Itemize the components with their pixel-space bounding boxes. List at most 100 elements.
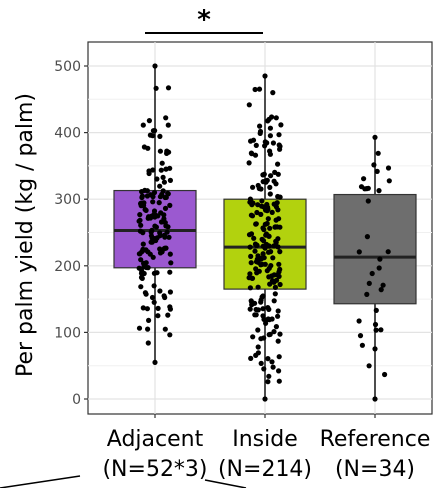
data-point xyxy=(266,373,272,379)
data-point xyxy=(157,250,164,256)
x-category-label: Adjacent xyxy=(107,427,204,452)
data-point xyxy=(247,244,253,250)
x-category-label: Inside xyxy=(232,427,298,452)
data-point xyxy=(162,245,168,251)
data-point xyxy=(364,234,370,240)
data-point xyxy=(248,253,254,259)
data-point xyxy=(276,354,282,360)
data-point xyxy=(253,259,260,265)
data-point xyxy=(373,307,379,313)
data-point xyxy=(152,359,158,365)
data-point xyxy=(167,202,173,208)
data-point xyxy=(154,176,160,182)
data-point xyxy=(382,371,388,378)
data-point xyxy=(278,122,284,128)
data-point xyxy=(141,144,147,150)
data-point xyxy=(247,285,253,291)
data-point xyxy=(162,234,168,240)
data-point xyxy=(253,312,259,318)
data-point xyxy=(261,255,267,261)
data-point xyxy=(258,360,264,366)
data-point xyxy=(258,336,264,342)
data-point xyxy=(249,213,256,219)
data-point xyxy=(271,178,277,184)
data-point xyxy=(265,356,271,362)
data-point xyxy=(149,192,155,198)
data-point xyxy=(164,148,170,154)
data-point xyxy=(271,243,277,249)
data-point xyxy=(276,132,282,138)
data-point xyxy=(259,261,265,267)
data-point xyxy=(276,378,282,384)
data-point xyxy=(144,306,150,312)
data-point xyxy=(372,346,378,352)
data-point xyxy=(366,280,372,286)
data-point xyxy=(277,331,283,337)
data-point xyxy=(378,327,384,333)
data-point xyxy=(254,209,260,216)
data-point xyxy=(372,134,378,140)
data-point xyxy=(156,200,162,206)
data-point xyxy=(373,327,379,333)
data-point xyxy=(376,188,382,194)
data-point xyxy=(162,205,169,211)
data-point xyxy=(262,73,268,79)
data-point xyxy=(140,241,146,247)
data-point xyxy=(263,231,269,237)
data-point xyxy=(165,122,171,128)
data-point xyxy=(162,326,168,332)
data-point xyxy=(255,202,261,208)
data-point xyxy=(248,355,254,361)
data-point xyxy=(372,396,378,402)
data-point xyxy=(138,222,144,228)
data-point xyxy=(161,212,167,218)
data-point xyxy=(267,191,273,197)
data-point xyxy=(260,243,266,249)
data-point xyxy=(252,300,258,306)
data-point xyxy=(252,248,258,254)
data-point xyxy=(146,170,152,177)
data-point xyxy=(248,150,254,156)
data-point xyxy=(273,217,279,223)
data-point xyxy=(260,225,266,231)
data-point xyxy=(385,249,391,255)
data-point xyxy=(137,228,143,234)
data-point xyxy=(271,298,277,304)
data-point xyxy=(157,183,163,189)
data-point xyxy=(273,115,279,121)
y-tick-label: 100 xyxy=(54,325,81,341)
data-point xyxy=(136,325,143,331)
data-point xyxy=(141,260,147,266)
data-point xyxy=(261,366,267,372)
callout-line-middle xyxy=(204,479,247,488)
data-point xyxy=(165,312,171,318)
data-point xyxy=(157,288,163,294)
x-category-n-label: (N=34) xyxy=(335,457,415,482)
data-point xyxy=(267,133,273,139)
data-point xyxy=(254,243,260,249)
data-point xyxy=(137,251,143,257)
data-point xyxy=(167,251,173,257)
data-point xyxy=(357,333,364,339)
data-point xyxy=(263,206,269,212)
data-point xyxy=(168,260,174,266)
data-point xyxy=(255,307,261,313)
data-point xyxy=(258,186,264,192)
data-point xyxy=(386,178,392,184)
data-point xyxy=(246,275,252,281)
data-point xyxy=(155,305,161,311)
data-point xyxy=(262,139,268,145)
data-point xyxy=(356,318,362,324)
data-point xyxy=(378,287,384,293)
data-point xyxy=(258,211,264,217)
data-point xyxy=(151,236,157,242)
data-point xyxy=(162,194,168,201)
data-point xyxy=(277,281,283,288)
data-point xyxy=(157,133,163,139)
data-point xyxy=(267,125,273,131)
data-point xyxy=(273,324,279,330)
data-point xyxy=(157,148,163,154)
data-point xyxy=(267,225,273,231)
data-point xyxy=(167,165,173,171)
data-point xyxy=(361,176,367,182)
